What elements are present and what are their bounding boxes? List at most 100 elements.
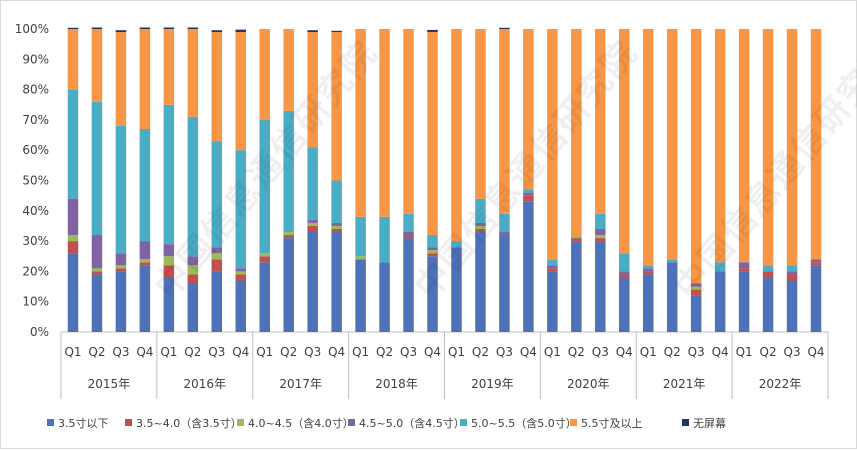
bar-segment [571,235,582,239]
bar-segment [187,274,199,284]
bar-segment [163,244,175,257]
bar-segment [499,235,510,332]
bar-segment [499,232,510,236]
bar-segment [187,116,199,257]
bar-segment [235,29,247,33]
x-tick-label: Q3 [784,345,801,359]
bar-segment [690,289,702,296]
bar-segment [211,253,223,260]
bar-segment [427,247,438,251]
x-tick-label: Q1 [64,345,81,359]
bar-segment [307,32,318,148]
bar-segment [810,262,822,266]
bar-segment [235,271,247,275]
bar-segment [187,29,199,117]
bar-segment [738,268,750,272]
legend-label: 5.0~5.5（含5.0寸） [471,416,577,430]
x-tick-label: Q4 [136,345,153,359]
legend-swatch [570,419,577,426]
bar-segment [786,265,798,272]
bar-segment [235,150,247,269]
bar-segment [379,216,390,263]
bar-segment [547,265,558,269]
bar-segment [91,268,103,272]
year-label: 2018年 [375,377,418,391]
x-tick-label: Q4 [424,345,441,359]
bar-segment [595,213,606,229]
bar-segment [451,247,462,332]
x-tick-label: Q3 [592,345,609,359]
x-tick-label: Q1 [544,345,561,359]
bar-segment [139,265,151,332]
bar-segment [738,262,750,269]
bar-segment [642,265,654,269]
bar-segment [595,238,606,242]
bar-segment [331,222,342,226]
bar-segment [475,232,486,332]
bar-segment [427,250,438,254]
bar-segment [547,259,558,266]
bar-segment [523,189,534,193]
x-tick-label: Q1 [352,345,369,359]
bar-segment [619,277,630,332]
bar-segment [451,241,462,248]
bar-segment [67,253,79,332]
x-tick-label: Q3 [688,345,705,359]
bar-segment [331,30,342,33]
x-tick-label: Q2 [376,345,393,359]
bar-segment [283,238,294,332]
bar-segment [642,29,654,266]
y-tick-label: 60% [22,143,49,157]
x-axis-labels: Q1 Q2 Q3 Q4 Q1 Q2 Q3 Q4 Q1 Q2 Q3 Q4 Q1 Q2 Q3 Q4 Q1 Q2 Q3 Q4… [60,332,829,399]
bar-segment [762,277,774,332]
legend-swatch [348,419,355,426]
x-tick-label: Q1 [160,345,177,359]
bar-segment [523,192,534,196]
x-tick-label: Q2 [760,345,777,359]
x-tick-label: Q4 [520,345,537,359]
bar-segment [714,271,726,332]
bar-segment [211,271,223,332]
bar-segment [235,32,247,151]
bar-segment [403,29,414,214]
legend-swatch [237,419,244,426]
bar-segment [451,29,462,242]
bar-segment [810,29,822,260]
bar-segment [379,262,390,332]
legend-label: 无屏幕 [693,416,726,430]
y-tick-label: 90% [22,52,49,66]
bar-segment [499,29,510,214]
bar-segment [499,27,510,29]
bar-segment [259,256,270,263]
bar-segment [331,225,342,229]
bar-segment [331,180,342,223]
bar-segment [283,29,294,111]
bar-segment [571,29,582,236]
bar-segment [595,235,606,239]
bar-segment [355,29,366,217]
bar-segment [115,265,127,269]
year-label: 2019年 [471,377,514,391]
bar-segment [115,268,127,272]
bar-segment [283,232,294,236]
bar-segment [475,222,486,226]
bar-segment [714,29,726,263]
x-tick-label: Q4 [807,345,824,359]
bar-segment [475,29,486,199]
year-label: 2022年 [759,377,802,391]
bar-segment [427,256,438,332]
bar-segment [67,89,79,199]
bar-segment [403,213,414,233]
x-tick-label: Q3 [304,345,321,359]
x-tick-label: Q3 [496,345,513,359]
x-tick-label: Q2 [184,345,201,359]
legend-label: 4.5~5.0（含4.5寸） [359,416,465,430]
bar-segment [595,29,606,214]
bar-segment [547,29,558,260]
bar-segment [67,29,79,90]
bar-segment [139,259,151,263]
bar-segment [523,195,534,202]
bars [67,27,822,332]
bar-segment [547,271,558,332]
